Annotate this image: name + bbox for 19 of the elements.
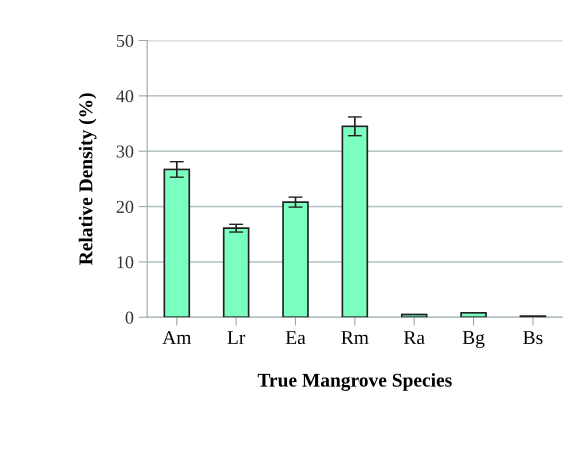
x-tick-label: Am xyxy=(162,331,192,344)
x-tick-label: Rm xyxy=(341,331,369,344)
x-tick-label: Bg xyxy=(462,331,485,348)
x-tick-label: Lr xyxy=(228,331,246,344)
x-tick-label: Ra xyxy=(404,331,425,344)
bar xyxy=(282,201,309,318)
x-axis-title: True Mangrove Species xyxy=(258,373,452,391)
bar xyxy=(400,314,428,318)
y-tick-label: 40 xyxy=(116,90,134,102)
y-tick-label: 50 xyxy=(116,34,134,47)
x-tick-label: Ea xyxy=(286,331,306,344)
y-tick-label: 30 xyxy=(116,145,134,158)
x-tick-label: Bs xyxy=(523,331,542,344)
bar xyxy=(460,312,487,318)
y-tick-label: 10 xyxy=(117,256,134,268)
y-tick-label: 0 xyxy=(126,312,134,324)
y-tick-label: 20 xyxy=(116,200,134,213)
bar xyxy=(222,227,250,318)
y-axis-title: Relative Density (%) xyxy=(78,93,96,265)
